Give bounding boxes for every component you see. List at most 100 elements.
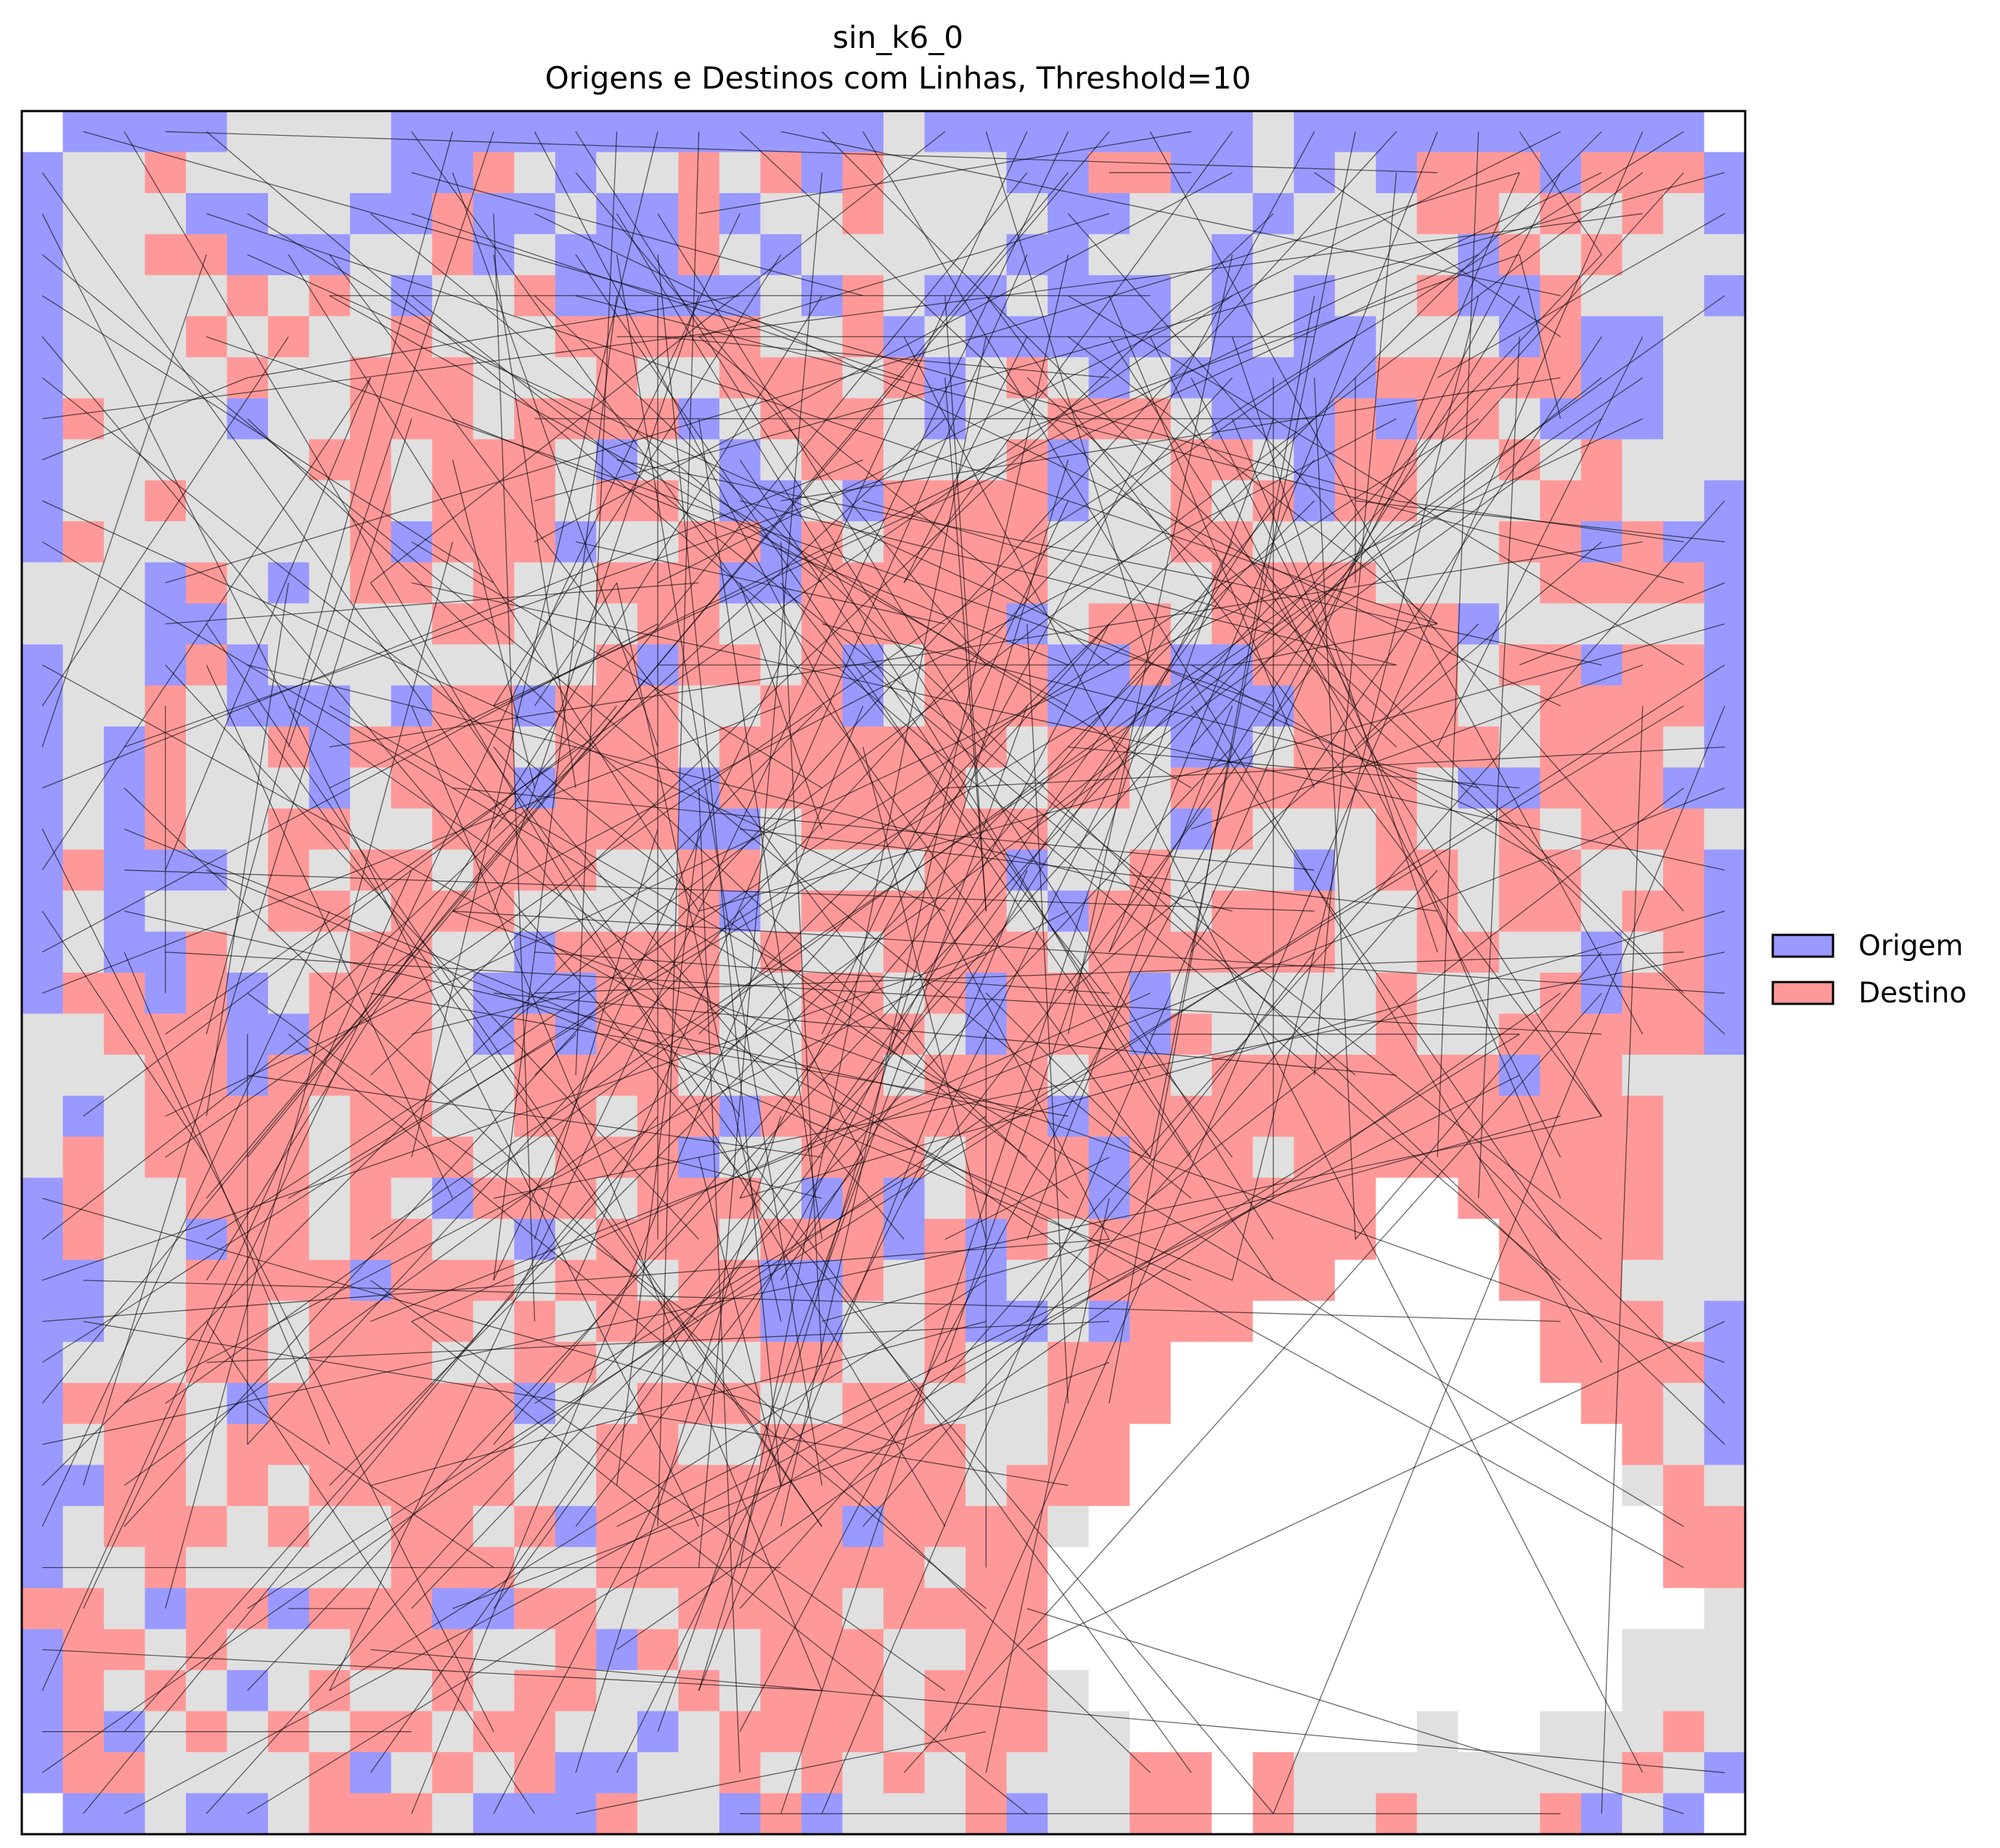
od-line: [411, 1320, 1028, 1815]
od-line: [42, 952, 987, 1281]
cell-destino: [62, 1137, 105, 1179]
cell-empty: [1458, 1669, 1500, 1712]
cell-empty: [1294, 1547, 1336, 1589]
cell-neutral: [1088, 1751, 1130, 1794]
cell-destino: [1580, 1137, 1623, 1179]
cell-neutral: [186, 767, 228, 809]
od-line: [452, 910, 1725, 1363]
cell-destino: [62, 398, 105, 440]
cell-neutral: [1540, 1751, 1582, 1794]
cell-neutral: [144, 1177, 187, 1219]
cell-origem: [62, 1465, 105, 1507]
od-line: [493, 746, 905, 1240]
cell-neutral: [104, 521, 146, 563]
cell-origem: [1704, 1301, 1746, 1343]
cell-destino: [1662, 1711, 1705, 1753]
cell-destino: [1048, 1465, 1090, 1507]
cell-destino: [268, 1505, 310, 1548]
od-line: [165, 952, 1602, 1035]
cell-destino: [555, 1669, 597, 1712]
cell-neutral: [1662, 1219, 1705, 1261]
od-line: [1068, 336, 1438, 625]
od-line: [165, 295, 1726, 1405]
cell-neutral: [144, 316, 187, 358]
cell-origem: [1704, 152, 1746, 194]
cell-neutral: [391, 1751, 433, 1794]
cell-empty: [1498, 1505, 1540, 1548]
cell-origem: [555, 1751, 597, 1794]
cell-empty: [1580, 1629, 1623, 1671]
cell-destino: [924, 931, 966, 973]
od-line: [698, 131, 1602, 1035]
cell-destino: [1580, 480, 1623, 522]
od-line: [698, 788, 740, 1773]
cell-destino: [62, 1177, 105, 1219]
cell-empty: [1212, 1751, 1254, 1794]
cell-empty: [1212, 1341, 1254, 1383]
cell-destino: [1540, 316, 1582, 358]
cell-neutral: [62, 1013, 105, 1055]
cell-destino: [678, 603, 720, 645]
cell-neutral: [268, 398, 310, 440]
cell-neutral: [309, 357, 351, 399]
legend: Origem Destino: [1771, 930, 1967, 1010]
cell-neutral: [1252, 111, 1294, 153]
cell-neutral: [144, 193, 187, 235]
cell-neutral: [473, 1629, 515, 1671]
cell-destino: [432, 1465, 474, 1507]
cell-destino: [1048, 767, 1090, 809]
cell-neutral: [1252, 234, 1294, 276]
cell-neutral: [1540, 603, 1582, 645]
cell-destino: [1170, 1177, 1212, 1219]
cell-destino: [596, 1137, 638, 1179]
cell-destino: [62, 849, 105, 891]
cell-destino: [719, 1711, 762, 1753]
cell-destino: [1130, 1219, 1172, 1261]
cell-neutral: [186, 1669, 228, 1712]
cell-neutral: [637, 1751, 679, 1794]
cell-origem: [22, 685, 64, 727]
cell-destino: [678, 521, 720, 563]
cell-destino: [1294, 1137, 1336, 1179]
cell-neutral: [966, 357, 1008, 399]
od-line: [1067, 254, 1233, 1034]
cell-destino: [1006, 1711, 1048, 1753]
cell-origem: [1704, 849, 1746, 891]
cell-neutral: [473, 398, 515, 440]
od-line: [944, 377, 987, 912]
od-line: [1068, 746, 1520, 789]
cell-neutral: [226, 726, 269, 768]
cell-empty: [1170, 1423, 1212, 1465]
od-line: [534, 706, 1684, 1405]
cell-empty: [1130, 1465, 1172, 1507]
od-line: [903, 664, 1315, 1199]
cell-empty: [1212, 1547, 1254, 1589]
od-line: [1519, 582, 1725, 666]
od-line: [493, 213, 536, 1322]
cell-destino: [1048, 1177, 1090, 1219]
od-line: [1355, 500, 1725, 543]
od-line: [411, 541, 823, 789]
cell-neutral: [350, 1669, 392, 1712]
cell-neutral: [1334, 973, 1376, 1015]
cell-neutral: [1048, 603, 1090, 645]
cell-destino: [1170, 1137, 1212, 1179]
cell-neutral: [62, 480, 105, 522]
cell-neutral: [432, 562, 474, 604]
od-line: [370, 213, 1274, 1076]
cell-empty: [1088, 1587, 1130, 1630]
cell-destino: [309, 1423, 351, 1465]
cell-destino: [1662, 1465, 1705, 1507]
cell-neutral: [678, 1793, 720, 1835]
cell-destino: [555, 808, 597, 851]
cell-empty: [1416, 1423, 1458, 1465]
cell-neutral: [473, 931, 515, 973]
cell-neutral: [678, 1751, 720, 1794]
cell-destino: [514, 1751, 556, 1794]
cell-destino: [1622, 1177, 1664, 1219]
cell-neutral: [144, 1793, 187, 1835]
cell-neutral: [1580, 275, 1623, 317]
cell-neutral: [1334, 890, 1376, 933]
cell-destino: [62, 1629, 105, 1671]
cell-neutral: [1662, 1669, 1705, 1712]
